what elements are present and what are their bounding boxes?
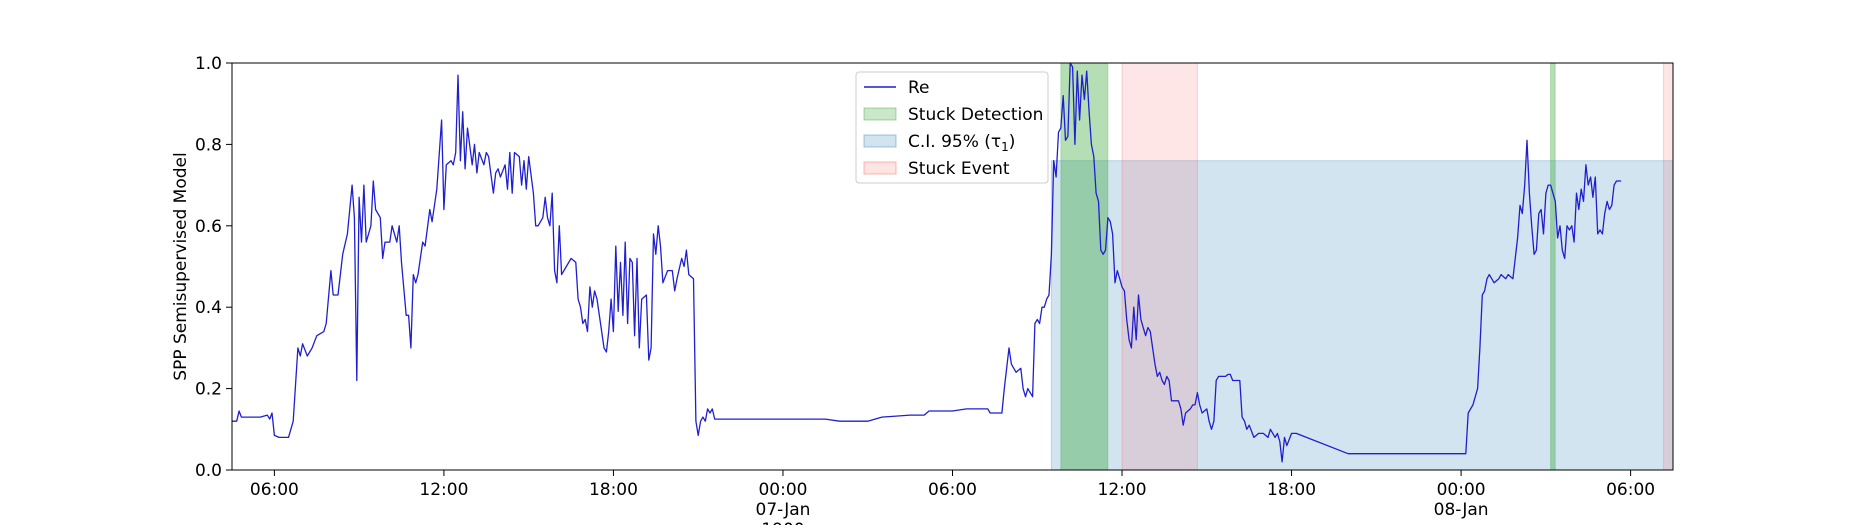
x-axis: 06:0012:0018:0000:0007-Jan190006:0012:00… <box>250 470 1655 525</box>
x-tick-year-label: 1900 <box>761 520 804 525</box>
y-tick-label: 0.2 <box>195 380 222 400</box>
x-tick-label: 06:00 <box>250 480 299 500</box>
legend-label: Re <box>908 78 930 98</box>
legend-swatch-patch <box>863 107 897 121</box>
x-tick-label: 12:00 <box>419 480 468 500</box>
y-tick-label: 0.6 <box>195 217 222 237</box>
legend: Re Stuck Detection C.I. 95% (τ1) Stuck Even… <box>855 71 1049 184</box>
series-layer <box>232 62 1622 463</box>
legend-label: Stuck Detection <box>908 105 1043 125</box>
legend-label: Stuck Event <box>908 159 1010 179</box>
y-tick-label: 0.4 <box>195 298 222 318</box>
legend-swatch-patch <box>863 134 897 148</box>
x-tick-label: 06:00 <box>928 480 977 500</box>
x-tick-label: 00:00 <box>1437 480 1486 500</box>
y-axis: 0.0 0.2 0.4 0.6 0.8 1.0 <box>195 54 232 481</box>
x-tick-date-label: 08-Jan <box>1434 500 1489 520</box>
series-line-re <box>232 62 1622 463</box>
region-confidence-interval-0 <box>1050 160 1674 471</box>
legend-box <box>855 71 1049 184</box>
y-tick-label: 0.8 <box>195 135 222 155</box>
y-tick-label: 1.0 <box>195 54 222 74</box>
region-stuck-detection-3 <box>1550 62 1556 471</box>
x-tick-label: 18:00 <box>589 480 638 500</box>
legend-swatch-patch <box>863 161 897 175</box>
shaded-regions <box>1050 62 1674 471</box>
y-axis-label: SPP Semisupervised Model <box>171 152 191 380</box>
legend-label: C.I. 95% (τ1) <box>908 132 1015 154</box>
x-tick-label: 06:00 <box>1606 480 1655 500</box>
x-tick-label: 12:00 <box>1098 480 1147 500</box>
x-tick-label: 00:00 <box>758 480 807 500</box>
y-tick-label: 0.0 <box>195 461 222 481</box>
x-tick-label: 18:00 <box>1267 480 1316 500</box>
region-stuck-event-4 <box>1663 62 1674 471</box>
region-stuck-event-2 <box>1121 62 1198 471</box>
x-tick-date-label: 07-Jan <box>756 500 811 520</box>
